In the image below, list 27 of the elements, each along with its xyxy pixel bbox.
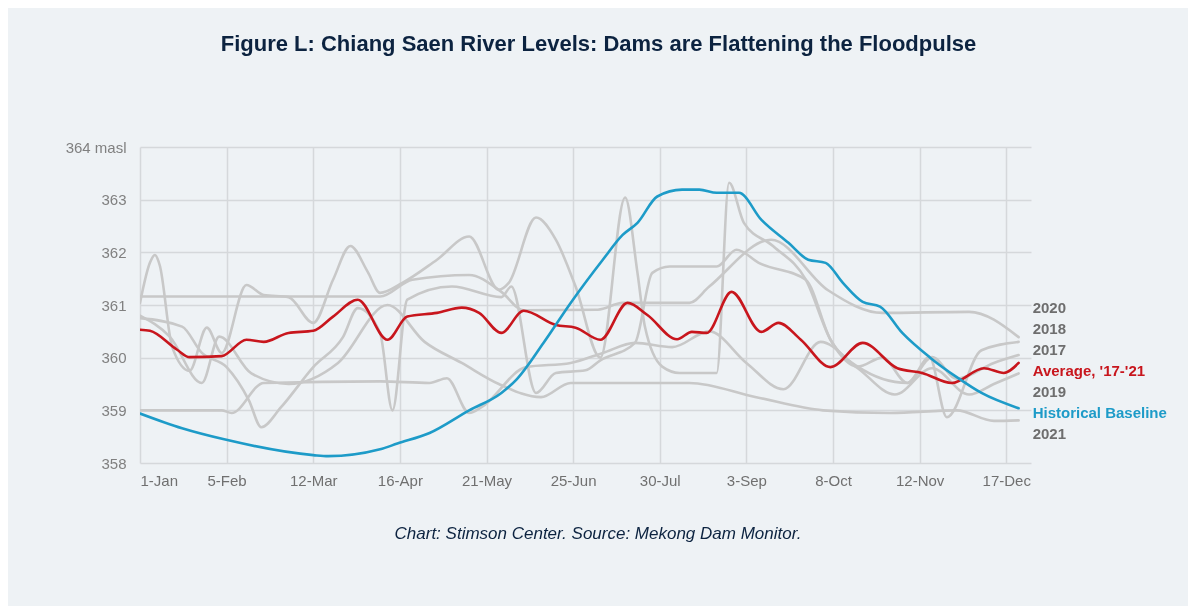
y-tick-label: 359 <box>101 401 127 419</box>
x-tick-label: 8-Oct <box>815 471 853 489</box>
series-label: 2020 <box>1032 299 1066 317</box>
x-tick-label: 12-Nov <box>895 471 945 489</box>
y-tick-label: 362 <box>101 243 127 261</box>
y-tick-label: 363 <box>101 191 127 209</box>
x-tick-label: 17-Dec <box>982 471 1032 489</box>
series-label: 2021 <box>1032 425 1066 443</box>
series-label: 2019 <box>1032 383 1066 401</box>
y-tick-label: 358 <box>101 454 127 472</box>
x-tick-label: 21-May <box>461 471 513 489</box>
x-tick-label: 1-Jan <box>140 471 179 489</box>
x-tick-label: 25-Jun <box>550 471 597 489</box>
text: Chart: Stimson Center. Source: Mekong Dam Monitor. <box>393 524 803 544</box>
x-tick-label: 30-Jul <box>639 471 681 489</box>
series-label: 2017 <box>1032 341 1066 359</box>
series-label: 2018 <box>1032 320 1066 338</box>
series-label: Historical Baseline <box>1032 404 1167 422</box>
y-tick-label: 364 masl <box>65 138 127 156</box>
x-tick-label: 16-Apr <box>377 471 423 489</box>
series-label: Average, '17-'21 <box>1032 362 1146 380</box>
y-tick-label: 361 <box>101 296 127 314</box>
x-tick-label: 12-Mar <box>289 471 338 489</box>
x-tick-label: 3-Sep <box>726 471 767 489</box>
chart-title: Figure L: Chiang Saen River Levels: Dams are Flattening the Floodpulse <box>220 31 977 56</box>
x-tick-label: 5-Feb <box>207 471 247 489</box>
y-tick-label: 360 <box>101 349 127 367</box>
